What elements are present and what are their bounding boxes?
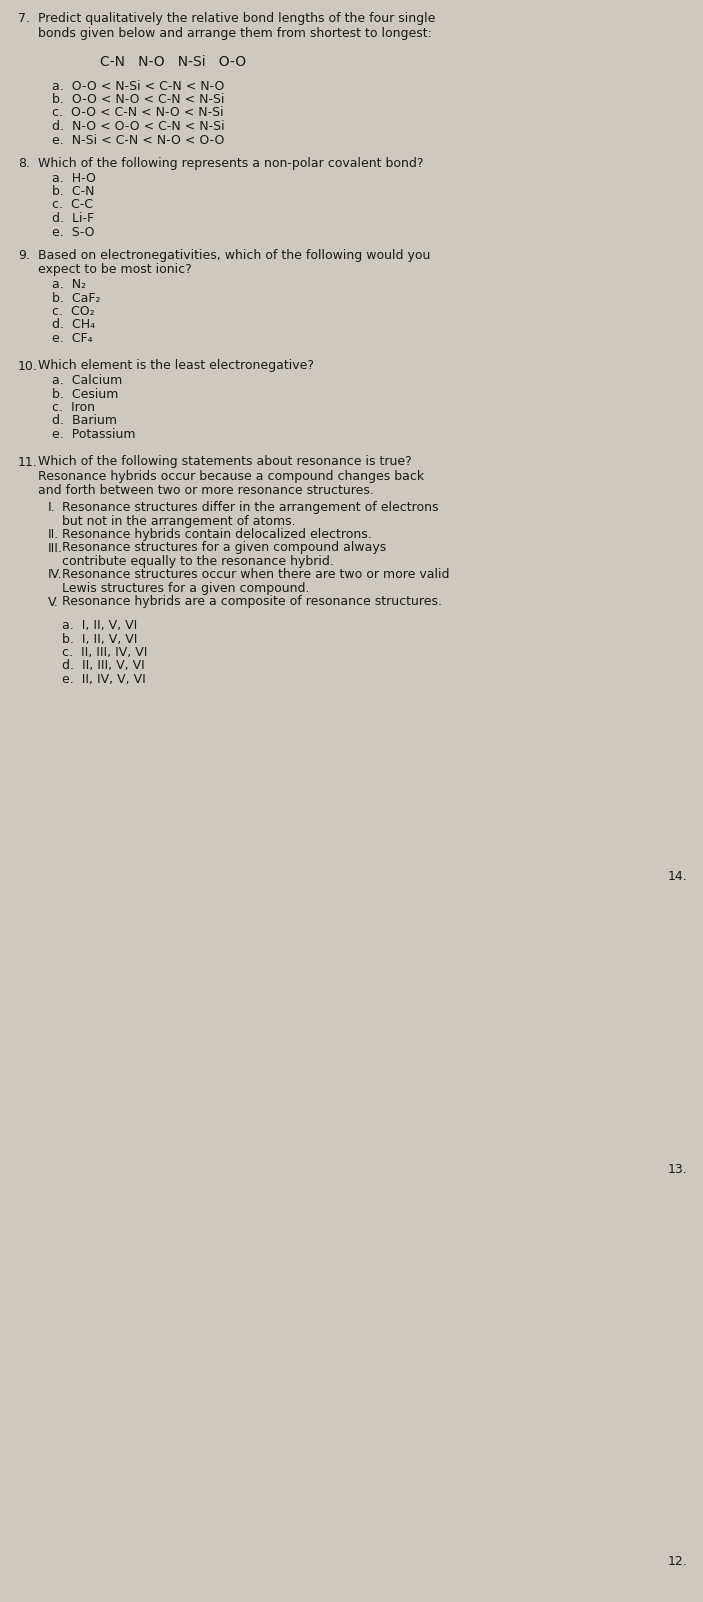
Text: Resonance structures differ in the arrangement of electrons: Resonance structures differ in the arran… — [62, 501, 439, 514]
Text: Resonance structures occur when there are two or more valid: Resonance structures occur when there ar… — [62, 569, 449, 582]
Text: Resonance hybrids contain delocalized electrons.: Resonance hybrids contain delocalized el… — [62, 529, 372, 541]
Text: Lewis structures for a given compound.: Lewis structures for a given compound. — [62, 582, 309, 594]
Text: Resonance hybrids occur because a compound changes back: Resonance hybrids occur because a compou… — [38, 469, 424, 482]
Text: Which of the following represents a non-polar covalent bond?: Which of the following represents a non-… — [38, 157, 423, 170]
Text: Resonance hybrids are a composite of resonance structures.: Resonance hybrids are a composite of res… — [62, 596, 442, 609]
Text: c.  C-C: c. C-C — [52, 199, 93, 211]
Text: c.  O-O < C-N < N-O < N-Si: c. O-O < C-N < N-O < N-Si — [52, 106, 224, 120]
Text: d.  CH₄: d. CH₄ — [52, 319, 95, 332]
Text: I.: I. — [48, 501, 56, 514]
Text: a.  N₂: a. N₂ — [52, 279, 86, 292]
Text: c.  CO₂: c. CO₂ — [52, 304, 95, 319]
Text: II.: II. — [48, 529, 59, 541]
Text: Resonance structures for a given compound always: Resonance structures for a given compoun… — [62, 541, 386, 554]
Text: d.  N-O < O-O < C-N < N-Si: d. N-O < O-O < C-N < N-Si — [52, 120, 225, 133]
Text: b.  CaF₂: b. CaF₂ — [52, 292, 101, 304]
Text: 10.: 10. — [18, 359, 38, 373]
Text: 12.: 12. — [668, 1554, 688, 1568]
Text: a.  I, II, V, VI: a. I, II, V, VI — [62, 618, 137, 633]
Text: 9.: 9. — [18, 248, 30, 263]
Text: e.  Potassium: e. Potassium — [52, 428, 136, 441]
Text: Based on electronegativities, which of the following would you: Based on electronegativities, which of t… — [38, 248, 430, 263]
Text: 14.: 14. — [668, 870, 688, 883]
Text: contribute equally to the resonance hybrid.: contribute equally to the resonance hybr… — [62, 554, 334, 569]
Text: and forth between two or more resonance structures.: and forth between two or more resonance … — [38, 484, 374, 498]
Text: b.  O-O < N-O < C-N < N-Si: b. O-O < N-O < C-N < N-Si — [52, 93, 224, 106]
Text: a.  H-O: a. H-O — [52, 171, 96, 184]
Text: C-N   N-O   N-Si   O-O: C-N N-O N-Si O-O — [100, 54, 246, 69]
Text: c.  II, III, IV, VI: c. II, III, IV, VI — [62, 646, 148, 658]
Text: d.  II, III, V, VI: d. II, III, V, VI — [62, 660, 145, 673]
Text: III.: III. — [48, 541, 63, 554]
Text: IV.: IV. — [48, 569, 63, 582]
Text: Which of the following statements about resonance is true?: Which of the following statements about … — [38, 455, 412, 468]
Text: but not in the arrangement of atoms.: but not in the arrangement of atoms. — [62, 514, 296, 527]
Text: 11.: 11. — [18, 455, 38, 468]
Text: e.  CF₄: e. CF₄ — [52, 332, 93, 344]
Text: b.  Cesium: b. Cesium — [52, 388, 118, 400]
Text: Which element is the least electronegative?: Which element is the least electronegati… — [38, 359, 314, 373]
Text: c.  Iron: c. Iron — [52, 400, 95, 413]
Text: bonds given below and arrange them from shortest to longest:: bonds given below and arrange them from … — [38, 27, 432, 40]
Text: 7.: 7. — [18, 11, 30, 26]
Text: b.  I, II, V, VI: b. I, II, V, VI — [62, 633, 137, 646]
Text: b.  C-N: b. C-N — [52, 184, 94, 199]
Text: a.  Calcium: a. Calcium — [52, 373, 122, 388]
Text: d.  Barium: d. Barium — [52, 415, 117, 428]
Text: d.  Li-F: d. Li-F — [52, 211, 94, 224]
Text: V.: V. — [48, 596, 59, 609]
Text: e.  II, IV, V, VI: e. II, IV, V, VI — [62, 673, 146, 686]
Text: a.  O-O < N-Si < C-N < N-O: a. O-O < N-Si < C-N < N-O — [52, 80, 224, 93]
Text: e.  S-O: e. S-O — [52, 226, 94, 239]
Text: 13.: 13. — [668, 1163, 688, 1176]
Text: 8.: 8. — [18, 157, 30, 170]
Text: Predict qualitatively the relative bond lengths of the four single: Predict qualitatively the relative bond … — [38, 11, 435, 26]
Text: expect to be most ionic?: expect to be most ionic? — [38, 263, 192, 277]
Text: e.  N-Si < C-N < N-O < O-O: e. N-Si < C-N < N-O < O-O — [52, 133, 224, 146]
